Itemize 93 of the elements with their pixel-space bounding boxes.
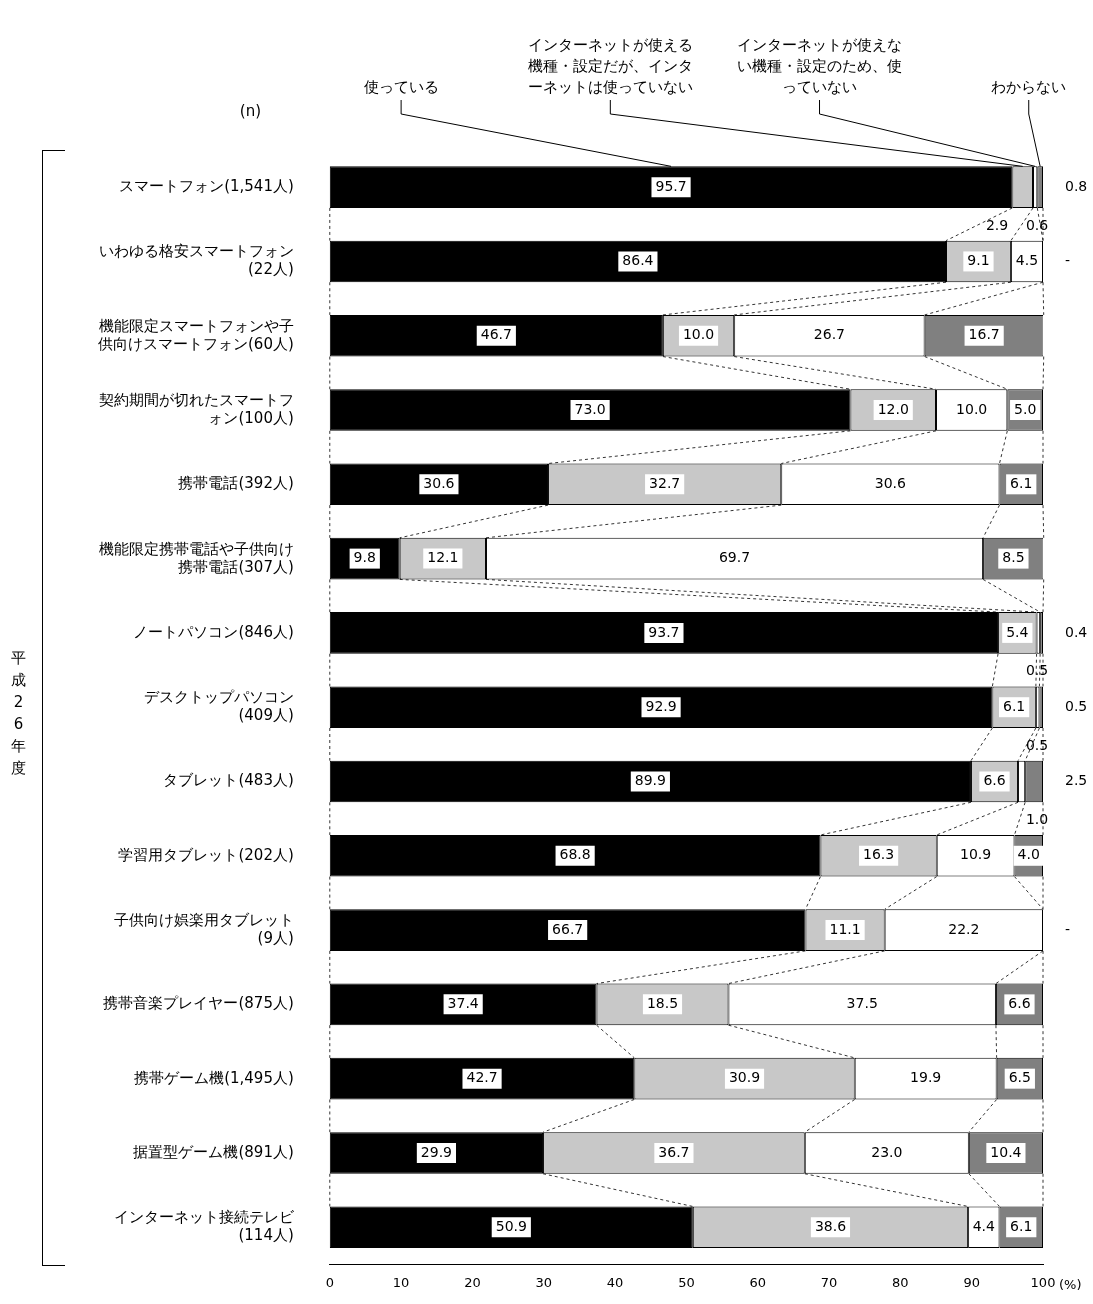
data-label: 18.5 xyxy=(646,995,679,1012)
data-label: 4.5 xyxy=(1015,252,1039,269)
data-label: 6.5 xyxy=(1008,1069,1031,1086)
y-tick-label: 据置型ゲーム機(891人) xyxy=(133,1142,294,1161)
data-label: 46.7 xyxy=(480,326,512,343)
y-tick-label: タブレット(483人) xyxy=(163,771,294,790)
data-label: 92.9 xyxy=(645,697,677,714)
x-tick-label: 100 xyxy=(1030,1274,1056,1290)
y-tick-label: 学習用タブレット(202人) xyxy=(118,845,294,864)
x-tick-label: 40 xyxy=(606,1274,624,1290)
data-label: 10.0 xyxy=(682,326,715,343)
data-label: 0.8 xyxy=(1065,177,1088,194)
data-label: 30.9 xyxy=(728,1069,761,1086)
data-label: 0.5 xyxy=(1065,697,1088,714)
data-label: 0.5 xyxy=(1025,736,1049,753)
data-label: 93.7 xyxy=(648,623,680,640)
data-label: 2.5 xyxy=(1065,772,1088,789)
data-label: 68.8 xyxy=(559,846,591,863)
x-tick-label: 0 xyxy=(325,1274,334,1290)
data-label: 95.7 xyxy=(655,177,687,194)
text: 使っている xyxy=(363,78,439,96)
data-label: 1.0 xyxy=(1025,810,1049,827)
data-label: 30.6 xyxy=(423,474,455,491)
data-label: 5.4 xyxy=(1006,623,1029,640)
y-tick-label: いわゆる格安スマートフォン(22人) xyxy=(98,242,294,279)
data-label: 0.6 xyxy=(1025,216,1049,233)
data-label: 0.4 xyxy=(1065,623,1088,640)
y-tick-label: 機能限定携帯電話や子供向け携帯電話(307人) xyxy=(98,539,294,576)
data-label: 0.5 xyxy=(1025,662,1049,679)
data-label: 11.1 xyxy=(829,920,861,937)
data-label: 6.1 xyxy=(1010,474,1033,491)
data-label: - xyxy=(1065,920,1071,937)
y-tick-label: 携帯ゲーム機(1,495人) xyxy=(134,1068,294,1087)
x-tick-label: 50 xyxy=(678,1274,695,1290)
y-tick-label: 携帯音楽プレイヤー(875人) xyxy=(103,994,294,1013)
data-label: 9.8 xyxy=(353,549,376,566)
text: わからない xyxy=(991,78,1067,96)
data-label: 4.0 xyxy=(1017,846,1040,863)
data-label: 6.6 xyxy=(1008,995,1031,1012)
data-label: 86.4 xyxy=(622,252,654,269)
data-label: 10.0 xyxy=(956,400,988,417)
data-label: 89.9 xyxy=(634,772,666,789)
x-tick-label: 90 xyxy=(963,1274,980,1290)
data-label: 42.7 xyxy=(466,1069,498,1086)
y-tick-label: インターネット接続テレビ(114人) xyxy=(113,1208,295,1245)
data-label: 23.0 xyxy=(871,1143,903,1160)
data-label: - xyxy=(1065,252,1071,269)
data-label: 12.1 xyxy=(427,549,459,566)
data-label: 37.4 xyxy=(447,995,479,1012)
data-label: 69.7 xyxy=(718,549,751,566)
data-label: 9.1 xyxy=(967,252,990,269)
y-tick-label: 子供向け娯楽用タブレット(9人) xyxy=(113,910,294,947)
data-label: 36.7 xyxy=(658,1143,690,1160)
x-tick-label: 20 xyxy=(464,1274,481,1290)
y-tick-label: ノートパソコン(846人) xyxy=(133,622,294,641)
x-tick-label: 70 xyxy=(820,1274,838,1290)
data-label: 16.7 xyxy=(968,326,1000,343)
text: インターネットが使えない機種・設定のため、使っていない xyxy=(737,36,903,96)
y-tick-label: 契約期間が切れたスマートフォン(100人) xyxy=(98,390,294,427)
data-label: 10.9 xyxy=(960,846,992,863)
x-axis-title: (%) xyxy=(1059,1277,1082,1293)
x-tick-label: 80 xyxy=(892,1274,909,1290)
data-label: 29.9 xyxy=(420,1143,452,1160)
data-label: 19.9 xyxy=(910,1069,942,1086)
data-label: 22.2 xyxy=(948,920,980,937)
x-tick-label: 10 xyxy=(392,1274,410,1290)
data-label: 10.4 xyxy=(990,1143,1022,1160)
text: インターネットが使える機種・設定だが、インターネットは使っていない xyxy=(527,36,693,96)
data-label: 26.7 xyxy=(813,326,845,343)
data-label: 32.7 xyxy=(649,474,681,491)
y-tick-label: デスクトップパソコン(409人) xyxy=(143,688,294,725)
data-label: 30.6 xyxy=(874,474,907,491)
data-label: 37.5 xyxy=(846,995,878,1012)
data-label: 4.4 xyxy=(972,1217,996,1234)
data-label: 50.9 xyxy=(495,1217,527,1234)
y-tick-label: スマートフォン(1,541人) xyxy=(119,177,294,196)
data-label: 6.1 xyxy=(1002,697,1026,714)
data-label: 66.7 xyxy=(552,920,584,937)
text: (n) xyxy=(239,102,261,120)
data-label: 2.9 xyxy=(985,216,1009,233)
data-label: 6.1 xyxy=(1010,1217,1033,1234)
data-label: 5.0 xyxy=(1014,400,1037,417)
data-label: 8.5 xyxy=(1002,549,1025,566)
data-label: 38.6 xyxy=(814,1217,847,1234)
x-tick-label: 30 xyxy=(535,1274,553,1290)
text: 平成26年度 xyxy=(10,648,27,780)
data-label: 16.3 xyxy=(863,846,895,863)
data-label: 12.0 xyxy=(877,400,909,417)
y-tick-label: 機能限定スマートフォンや子供向けスマートフォン(60人) xyxy=(97,316,294,353)
data-label: 6.6 xyxy=(983,772,1006,789)
x-tick-label: 60 xyxy=(749,1274,766,1290)
y-tick-label: 携帯電話(392人) xyxy=(178,474,294,493)
data-label: 73.0 xyxy=(574,400,606,417)
